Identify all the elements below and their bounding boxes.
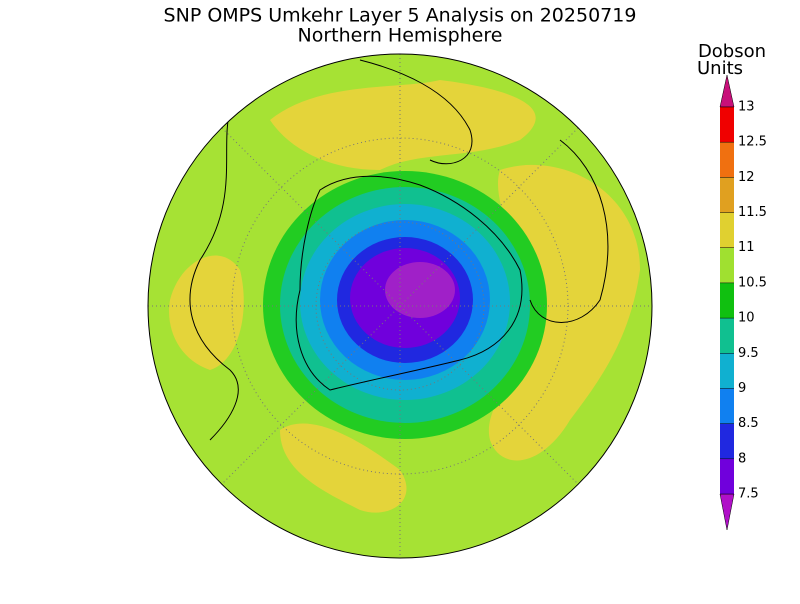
subtitle: Northern Hemisphere: [298, 25, 503, 47]
colorbar-tick-label: 7.5: [738, 487, 759, 502]
colorbar-over: [719, 74, 735, 108]
map: [148, 54, 652, 558]
colorbar-label: Units: [697, 58, 743, 79]
colorbar-tick-label: 9.5: [738, 346, 759, 361]
colorbar-tick-label: 8.5: [738, 416, 759, 431]
colorbar-tick-label: 12: [738, 170, 755, 185]
colorbar-segment: [720, 212, 734, 248]
colorbar-segment: [720, 142, 734, 178]
colorbar-segment: [720, 318, 734, 354]
colorbar-tick-label: 8: [738, 451, 746, 466]
colorbar-label: Dobson: [698, 41, 766, 62]
colorbar-tick-label: 10: [738, 311, 755, 326]
colorbar-tick-label: 11.5: [738, 205, 767, 220]
colorbar-segment: [720, 177, 734, 213]
colorbar-segment: [720, 107, 734, 143]
colorbar-tick-label: 10.5: [738, 275, 767, 290]
colorbar-segment: [720, 423, 734, 459]
colorbar-under: [719, 493, 735, 531]
colorbar-tick-label: 11: [738, 240, 755, 255]
colorbar-segment: [720, 247, 734, 283]
colorbar-segment: [720, 353, 734, 389]
colorbar-segment: [720, 458, 734, 494]
colorbar-segment: [720, 388, 734, 424]
colorbar: 7.5 8 8.5 9 9.5 10 10.5 11 11.5 12 12.5 13: [719, 74, 767, 531]
colorbar-tick-label: 9: [738, 381, 746, 396]
title: SNP OMPS Umkehr Layer 5 Analysis on 2025…: [164, 5, 637, 27]
colorbar-tick-label: 12.5: [738, 135, 767, 150]
map-border: [147, 53, 653, 559]
colorbar-tick-label: 13: [738, 100, 755, 115]
colorbar-segment: [720, 282, 734, 319]
